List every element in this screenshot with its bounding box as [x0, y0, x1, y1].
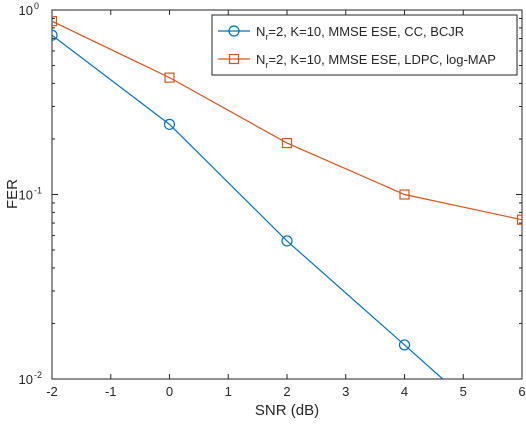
- legend-entry: Nr=2, K=10, MMSE ESE, LDPC, log-MAP: [218, 52, 496, 70]
- x-tick-label: 6: [518, 384, 525, 399]
- data-point-marker: [163, 118, 176, 130]
- series-2: [52, 16, 522, 225]
- y-axis-label: FER: [4, 179, 21, 209]
- y-tick-exponent: 0: [34, 1, 39, 11]
- x-tick-label: 5: [460, 384, 467, 399]
- data-point-marker: [399, 189, 410, 200]
- legend-marker: [228, 53, 240, 65]
- x-tick-label: -1: [105, 384, 117, 399]
- series-line: [52, 34, 444, 379]
- y-tick-label: 10: [19, 188, 33, 203]
- series-line: [52, 20, 522, 221]
- legend: Nr=2, K=10, MMSE ESE, CC, BCJR Nr=2, K=10…: [211, 14, 518, 76]
- x-tick-label: 2: [283, 384, 290, 399]
- data-point-marker: [281, 235, 293, 247]
- data-point-marker: [398, 339, 411, 351]
- legend-label: Nr=2, K=10, MMSE ESE, LDPC, log-MAP: [256, 52, 496, 70]
- x-tick-label: 1: [225, 384, 232, 399]
- x-axis-ticks: -2 -1 0 1 2 3 4 5 6: [46, 10, 526, 399]
- y-tick-exponent: -1: [34, 186, 42, 196]
- y-tick-label: 10: [19, 372, 33, 387]
- data-point-marker: [164, 72, 175, 83]
- x-tick-label: 0: [166, 384, 173, 399]
- legend-label: Nr=2, K=10, MMSE ESE, CC, BCJR: [256, 24, 464, 42]
- y-tick-exponent: -2: [34, 370, 42, 380]
- x-tick-label: 3: [342, 384, 349, 399]
- data-point-marker: [52, 16, 58, 27]
- series-layer: [52, 16, 522, 379]
- x-tick-label: 4: [401, 384, 408, 399]
- legend-marker: [228, 25, 240, 37]
- legend-box: [211, 14, 518, 76]
- x-axis-label: SNR (dB): [255, 402, 319, 419]
- data-point-marker: [516, 214, 522, 225]
- y-tick-label: 10: [19, 3, 33, 18]
- legend-entry: Nr=2, K=10, MMSE ESE, CC, BCJR: [218, 24, 464, 42]
- data-point-marker: [52, 29, 58, 41]
- x-tick-label: -2: [46, 384, 58, 399]
- data-point-marker: [281, 137, 293, 149]
- series-1: [52, 29, 444, 379]
